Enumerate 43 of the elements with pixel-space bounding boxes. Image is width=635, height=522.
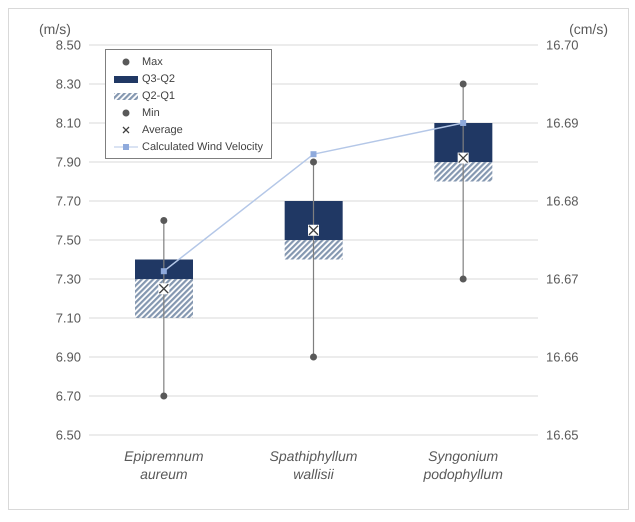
y-tick-label: 7.30	[56, 272, 81, 287]
point	[160, 392, 168, 400]
bar	[434, 123, 492, 162]
y2-tick-label: 16.65	[546, 428, 579, 443]
y2-axis-title: (cm/s)	[569, 21, 608, 37]
y2-tick-label: 16.68	[546, 194, 579, 209]
legend-label: Max	[142, 56, 163, 68]
point	[310, 151, 316, 158]
y2-tick-label: 16.70	[546, 38, 579, 53]
legend-label: Calculated Wind Velocity	[142, 140, 264, 152]
point	[460, 80, 467, 88]
point	[310, 158, 317, 166]
point	[310, 354, 317, 360]
bar	[284, 201, 343, 240]
y-tick-label: 7.70	[56, 194, 81, 209]
y-tick-label: 8.10	[56, 116, 81, 131]
y2-tick-label: 16.67	[546, 272, 579, 287]
y-axis-title: (m/s)	[39, 21, 71, 37]
legend-label: Q3-Q2	[142, 72, 176, 84]
point	[460, 120, 466, 126]
point	[460, 276, 467, 282]
bar	[135, 260, 193, 279]
y-tick-label: 7.50	[56, 232, 81, 248]
y-tick-label: 7.90	[56, 154, 81, 170]
bar	[434, 162, 492, 182]
point	[160, 217, 168, 224]
bar	[284, 240, 343, 260]
x-tick-label: Epipremnum aureum	[124, 448, 204, 482]
x-tick-label: Spathiphyllum wallisii	[270, 448, 358, 482]
x-tick-label: Syngonium podophyllum	[422, 448, 504, 482]
y-tick-label: 8.50	[56, 38, 81, 53]
y2-tick-label: 16.69	[546, 116, 579, 131]
legend-label: Q2-Q1	[142, 90, 176, 102]
bar	[135, 279, 193, 318]
y-tick-label: 8.30	[56, 76, 81, 92]
y2-tick-label: 16.66	[546, 350, 579, 365]
y-tick-label: 7.10	[56, 310, 81, 326]
y-tick-label: 6.90	[56, 350, 81, 365]
legend-label: Min	[142, 106, 160, 118]
legend-label: Average	[142, 124, 183, 136]
y-tick-label: 6.50	[56, 428, 81, 443]
point	[160, 268, 167, 274]
y-tick-label: 6.70	[56, 388, 81, 404]
